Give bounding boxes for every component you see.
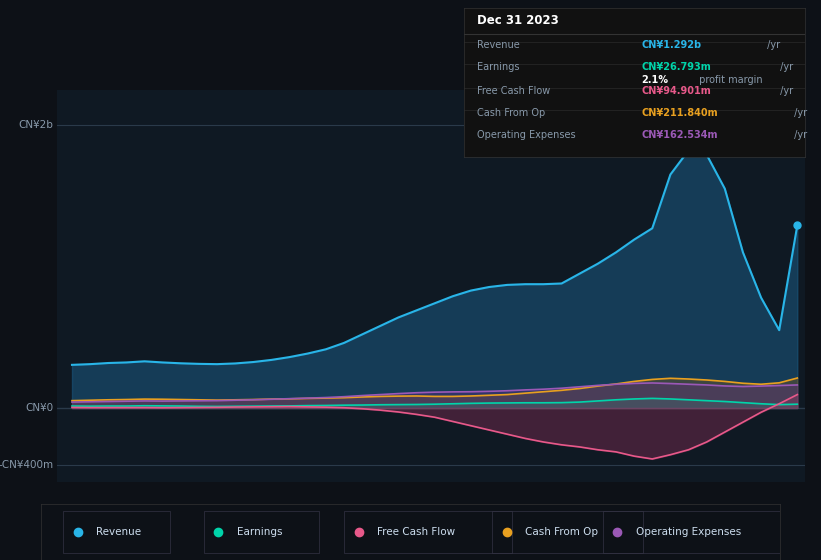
Text: 2014: 2014: [59, 505, 85, 515]
Text: -CN¥400m: -CN¥400m: [0, 460, 53, 470]
Text: Revenue: Revenue: [97, 527, 141, 537]
Text: CN¥211.840m: CN¥211.840m: [641, 108, 718, 118]
Text: /yr: /yr: [764, 40, 780, 50]
Text: Operating Expenses: Operating Expenses: [478, 130, 576, 140]
Text: CN¥2b: CN¥2b: [19, 120, 53, 130]
Text: 2.1%: 2.1%: [641, 75, 668, 85]
Text: /yr: /yr: [777, 62, 793, 72]
Text: CN¥0: CN¥0: [25, 403, 53, 413]
Text: Earnings: Earnings: [478, 62, 520, 72]
Text: Cash From Op: Cash From Op: [478, 108, 546, 118]
Text: Earnings: Earnings: [237, 527, 282, 537]
Text: 2020: 2020: [494, 505, 521, 515]
Text: Free Cash Flow: Free Cash Flow: [478, 86, 551, 96]
Text: 2018: 2018: [349, 505, 375, 515]
Text: Dec 31 2023: Dec 31 2023: [478, 15, 559, 27]
Text: Operating Expenses: Operating Expenses: [636, 527, 741, 537]
Text: 2021: 2021: [566, 505, 593, 515]
Text: Revenue: Revenue: [478, 40, 521, 50]
Text: CN¥26.793m: CN¥26.793m: [641, 62, 711, 72]
Text: /yr: /yr: [777, 86, 793, 96]
Text: CN¥94.901m: CN¥94.901m: [641, 86, 711, 96]
Text: 2023: 2023: [712, 505, 738, 515]
Text: /yr: /yr: [791, 108, 807, 118]
Text: 2022: 2022: [639, 505, 666, 515]
Text: 2019: 2019: [421, 505, 447, 515]
Text: 2017: 2017: [277, 505, 303, 515]
Text: /yr: /yr: [791, 130, 807, 140]
Text: 2016: 2016: [204, 505, 230, 515]
Text: CN¥1.292b: CN¥1.292b: [641, 40, 701, 50]
Text: profit margin: profit margin: [695, 75, 762, 85]
Text: Free Cash Flow: Free Cash Flow: [378, 527, 456, 537]
Text: 2015: 2015: [131, 505, 158, 515]
Text: Cash From Op: Cash From Op: [525, 527, 598, 537]
Text: CN¥162.534m: CN¥162.534m: [641, 130, 718, 140]
